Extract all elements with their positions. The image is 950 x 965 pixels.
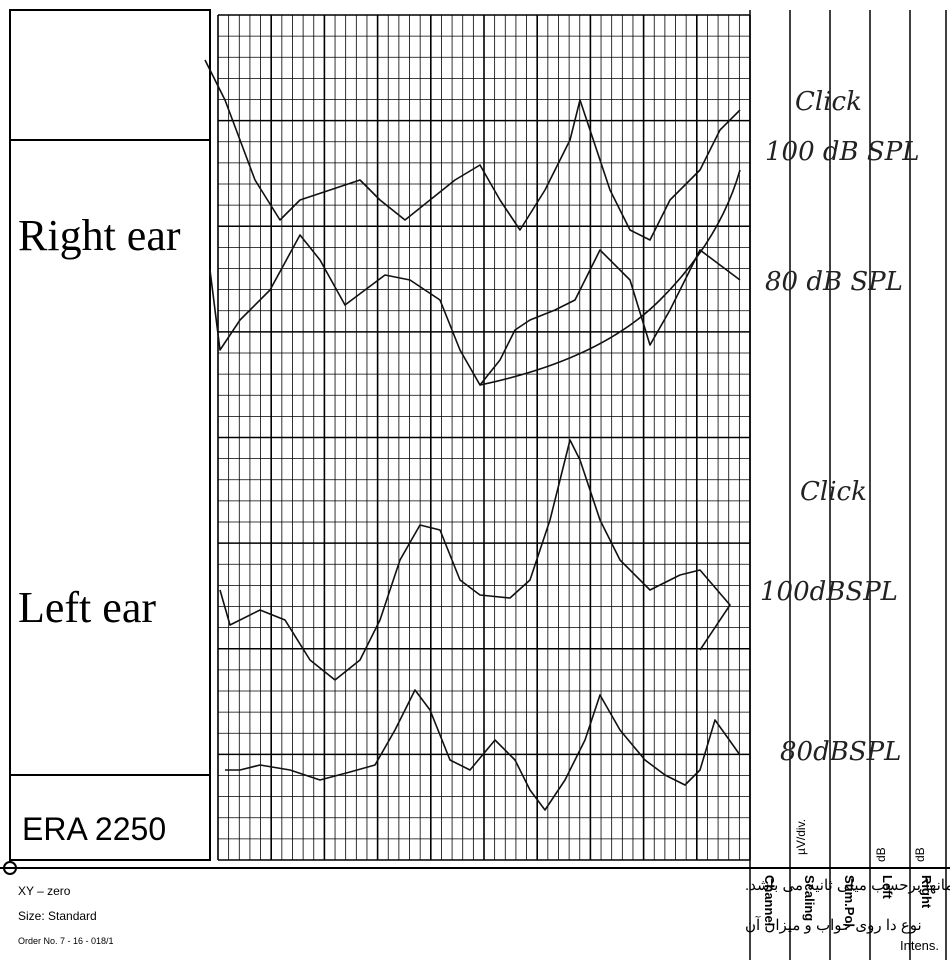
annotation: Click [800, 477, 867, 507]
grid [218, 15, 750, 860]
column-header: Scaling [802, 875, 817, 921]
right-ear-label: Right ear [18, 211, 181, 260]
column-header: Right [919, 875, 934, 909]
annotation: 80 dB SPL [765, 267, 903, 297]
column-unit: µV/div. [794, 819, 808, 855]
annotation: Click [795, 87, 862, 117]
page: Right ear Left ear ERA 2250 Click 100 dB… [0, 0, 950, 965]
column-header: Left [880, 875, 895, 900]
footer-size: Size: Standard [18, 909, 97, 923]
column-unit: dB [913, 847, 927, 862]
footer-order: Order No. 7 - 16 - 018/1 [18, 936, 114, 946]
column-header: Stim.Pol. [842, 875, 857, 931]
column-header: Channel [762, 875, 777, 926]
annotation: 80dBSPL [780, 737, 901, 767]
footer-xy: XY – zero [18, 884, 71, 898]
annotation: 100dBSPL [760, 577, 898, 607]
column-header: Intens. [900, 938, 939, 953]
device-label: ERA 2250 [22, 811, 166, 847]
annotation: 100 dB SPL [765, 137, 919, 167]
column-unit: dB [874, 847, 888, 862]
left-ear-label: Left ear [18, 583, 156, 632]
